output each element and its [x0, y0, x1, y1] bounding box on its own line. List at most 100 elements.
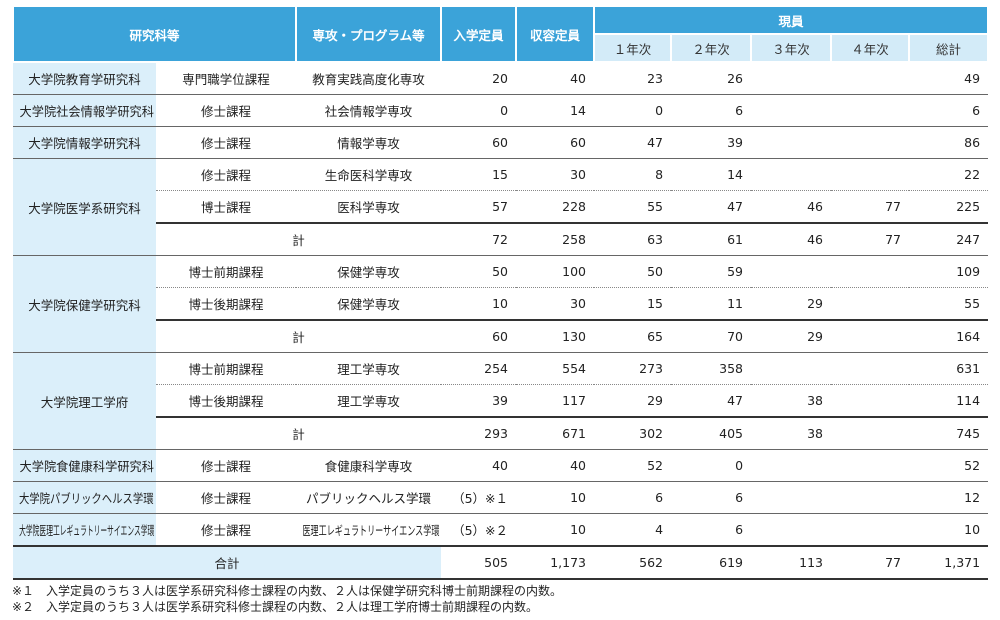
- cell-text: 26: [727, 71, 744, 86]
- cell: 医科学専攻: [296, 190, 442, 223]
- cell: 46: [751, 190, 832, 223]
- cell-text: 計: [292, 233, 305, 248]
- cell-text: 大学院教育学研究科: [28, 72, 141, 87]
- cell: 164: [909, 319, 989, 353]
- cell: [831, 287, 910, 320]
- cell-text: 46: [807, 232, 824, 247]
- cell: 619: [671, 545, 752, 580]
- cell-text: 14: [727, 167, 744, 182]
- cell-text: 8: [655, 167, 664, 182]
- cell-text: 15: [492, 167, 509, 182]
- cell: 40: [516, 61, 595, 95]
- cell-text: 10: [492, 296, 509, 311]
- cell-text: 11: [727, 296, 744, 311]
- cell-text: 30: [570, 296, 587, 311]
- cell: 0: [594, 94, 672, 127]
- cell: 23: [594, 61, 672, 95]
- cell: 60: [441, 319, 517, 353]
- cell-text: 0: [655, 103, 664, 118]
- cell-text: 10: [570, 522, 587, 537]
- cell-text: 1,173: [550, 555, 587, 570]
- cell: 10: [441, 287, 517, 320]
- cell: 228: [516, 190, 595, 223]
- cell: 15: [441, 158, 517, 191]
- cell-text: 47: [727, 393, 744, 408]
- cell: [831, 158, 910, 191]
- cell: 77: [831, 222, 910, 256]
- cell: 39: [441, 384, 517, 417]
- cell-text: 164: [956, 329, 981, 344]
- cell-text: 117: [562, 393, 587, 408]
- cell-text: 22: [964, 167, 981, 182]
- cell: 理工学専攻: [296, 384, 442, 417]
- cell: 29: [751, 287, 832, 320]
- cell: 30: [516, 158, 595, 191]
- cell: 6: [909, 94, 989, 127]
- cell: 6: [594, 481, 672, 514]
- cell-text: 計: [292, 330, 305, 345]
- cell: 117: [516, 384, 595, 417]
- cell: [751, 126, 832, 159]
- cell: [751, 158, 832, 191]
- cell-text: 情報学専攻: [337, 136, 400, 151]
- cell: 医理工レギュラトリーサイエンス学環: [296, 513, 442, 546]
- cell: 15: [594, 287, 672, 320]
- cell-text: 113: [799, 555, 824, 570]
- cell: 1,173: [516, 545, 595, 580]
- cell: [751, 352, 832, 385]
- cell: 631: [909, 352, 989, 385]
- cell-text: 130: [562, 329, 587, 344]
- cell: 113: [751, 545, 832, 580]
- cell: 39: [671, 126, 752, 159]
- cell-text: 医科学専攻: [337, 200, 400, 215]
- cell-text: 保健学専攻: [337, 297, 400, 312]
- cell-text: 65: [647, 329, 664, 344]
- cell: 65: [594, 319, 672, 353]
- cell: 大学院教育学研究科: [13, 61, 156, 95]
- cell: 72: [441, 222, 517, 256]
- cell-text: 30: [570, 167, 587, 182]
- cell: 46: [751, 222, 832, 256]
- cell: [751, 255, 832, 288]
- cell-text: 671: [562, 426, 587, 441]
- cell: 52: [594, 449, 672, 482]
- cell-text: 20: [492, 71, 509, 86]
- cell: パブリックヘルス学環: [296, 481, 442, 514]
- cell-text: 6: [735, 490, 744, 505]
- cell: 計: [156, 416, 442, 450]
- cell-text: 29: [647, 393, 664, 408]
- cell: 情報学専攻: [296, 126, 442, 159]
- cell-text: 55: [964, 296, 981, 311]
- cell-text: 50: [647, 264, 664, 279]
- cell-text: 273: [639, 361, 664, 376]
- cell-text: 109: [956, 264, 981, 279]
- cell: 教育実践高度化専攻: [296, 61, 442, 95]
- header-cell: 入学定員: [440, 5, 518, 63]
- cell-text: 60: [570, 135, 587, 150]
- cell: 47: [671, 190, 752, 223]
- cell-text: 59: [727, 264, 744, 279]
- total-row: 合計 505 1,173 562 619 113 77 1,371: [13, 545, 989, 580]
- cell-text: 14: [570, 103, 587, 118]
- cell-text: 77: [885, 232, 902, 247]
- cell: 50: [441, 255, 517, 288]
- cell: 273: [594, 352, 672, 385]
- cell: 10: [516, 481, 595, 514]
- cell-text: 0: [735, 458, 744, 473]
- cell-text: 大学院医学系研究科: [28, 200, 141, 216]
- header-cell: 研究科等: [11, 5, 298, 63]
- cell-text: 修士課程: [201, 104, 252, 119]
- table-row: 博士後期課程 保健学専攻 10 30 15 11 29 55: [13, 287, 989, 320]
- cell: 大学院医学系研究科: [13, 158, 156, 256]
- cell-text: 63: [647, 232, 664, 247]
- table-row: 大学院情報学研究科 修士課程 情報学専攻 60 60 47 39 86: [13, 126, 989, 159]
- cell-text: 博士後期課程: [188, 297, 264, 312]
- cell: 50: [594, 255, 672, 288]
- cell-text: 博士前期課程: [188, 265, 264, 280]
- cell: 61: [671, 222, 752, 256]
- table-row: 博士課程 医科学専攻 57 228 55 47 46 77 225: [13, 190, 989, 223]
- cell: 225: [909, 190, 989, 223]
- header-cell: 収容定員: [515, 5, 596, 63]
- cell: 10: [516, 513, 595, 546]
- cell: 29: [751, 319, 832, 353]
